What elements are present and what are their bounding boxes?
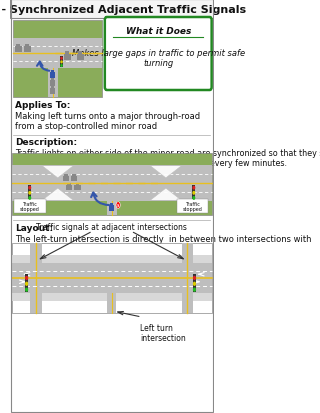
Polygon shape <box>151 189 181 201</box>
Bar <box>192 185 196 201</box>
Bar <box>12 255 212 301</box>
Polygon shape <box>151 166 181 178</box>
Circle shape <box>61 66 62 67</box>
Circle shape <box>194 289 196 292</box>
Text: What it Does: What it Does <box>125 26 191 36</box>
Bar <box>63 176 69 182</box>
Circle shape <box>193 197 195 200</box>
Bar <box>65 52 69 55</box>
Polygon shape <box>43 166 73 178</box>
Bar <box>12 154 212 216</box>
Text: Applies To:: Applies To: <box>15 101 70 110</box>
Bar <box>13 21 102 98</box>
Bar <box>78 52 82 55</box>
Bar <box>64 174 68 177</box>
Bar <box>12 263 212 293</box>
Circle shape <box>194 277 196 280</box>
Bar <box>14 199 46 214</box>
Bar <box>76 183 79 186</box>
Text: S: S <box>117 204 119 207</box>
Circle shape <box>193 187 195 190</box>
Bar <box>74 185 81 191</box>
Bar <box>10 0 213 19</box>
Text: Traffic
stopped: Traffic stopped <box>20 201 40 212</box>
Bar <box>66 185 72 191</box>
Bar <box>193 275 196 292</box>
Text: Traffic lights on either side of the minor road are synchronized so that they st: Traffic lights on either side of the min… <box>15 149 320 168</box>
Bar <box>71 176 77 182</box>
Bar <box>50 89 55 95</box>
Bar <box>110 203 113 206</box>
Text: Left turn
intersection: Left turn intersection <box>140 323 186 342</box>
Text: Makes large gaps in traffic to permit safe
turning: Makes large gaps in traffic to permit sa… <box>72 49 245 68</box>
Bar <box>48 69 58 98</box>
Bar <box>51 86 54 89</box>
Text: Layout:: Layout: <box>15 223 53 233</box>
Bar <box>107 202 117 216</box>
Bar <box>109 206 114 211</box>
Bar <box>24 47 31 53</box>
Circle shape <box>61 62 62 64</box>
Circle shape <box>29 192 31 195</box>
Bar <box>16 45 20 47</box>
Circle shape <box>26 289 28 292</box>
Circle shape <box>26 277 28 280</box>
Circle shape <box>61 58 62 60</box>
Circle shape <box>194 282 196 285</box>
Circle shape <box>26 282 28 285</box>
Bar <box>182 243 193 313</box>
FancyBboxPatch shape <box>105 18 212 91</box>
Circle shape <box>193 192 195 195</box>
Text: Description:: Description: <box>15 138 77 147</box>
Bar <box>15 47 22 53</box>
Bar <box>25 275 28 292</box>
Text: Traffic signals at adjacent intersections: Traffic signals at adjacent intersection… <box>36 223 187 231</box>
Bar <box>28 185 31 201</box>
Bar <box>72 174 76 177</box>
Bar <box>60 57 63 68</box>
Text: Traffic
stopped: Traffic stopped <box>183 201 203 212</box>
Bar <box>50 73 55 79</box>
Bar <box>30 243 42 313</box>
Bar <box>25 45 29 47</box>
Polygon shape <box>43 189 73 201</box>
Bar <box>50 81 55 87</box>
Bar <box>177 199 208 214</box>
Bar <box>12 166 212 202</box>
Bar <box>51 70 54 74</box>
Bar <box>64 55 71 61</box>
Text: The left-turn intersection is directly  in between two intersections with
synchr: The left-turn intersection is directly i… <box>15 235 312 254</box>
Circle shape <box>29 187 31 190</box>
Bar <box>76 55 84 61</box>
Bar <box>12 243 212 313</box>
Bar <box>107 293 116 313</box>
Bar <box>51 78 54 81</box>
Bar <box>13 39 102 69</box>
Text: 3.2 - Synchronized Adjacent Traffic Signals: 3.2 - Synchronized Adjacent Traffic Sign… <box>0 5 246 14</box>
Circle shape <box>29 197 31 200</box>
Bar <box>67 183 71 186</box>
Text: Making left turns onto a major through-road
from a stop-controlled minor road: Making left turns onto a major through-r… <box>15 112 200 131</box>
